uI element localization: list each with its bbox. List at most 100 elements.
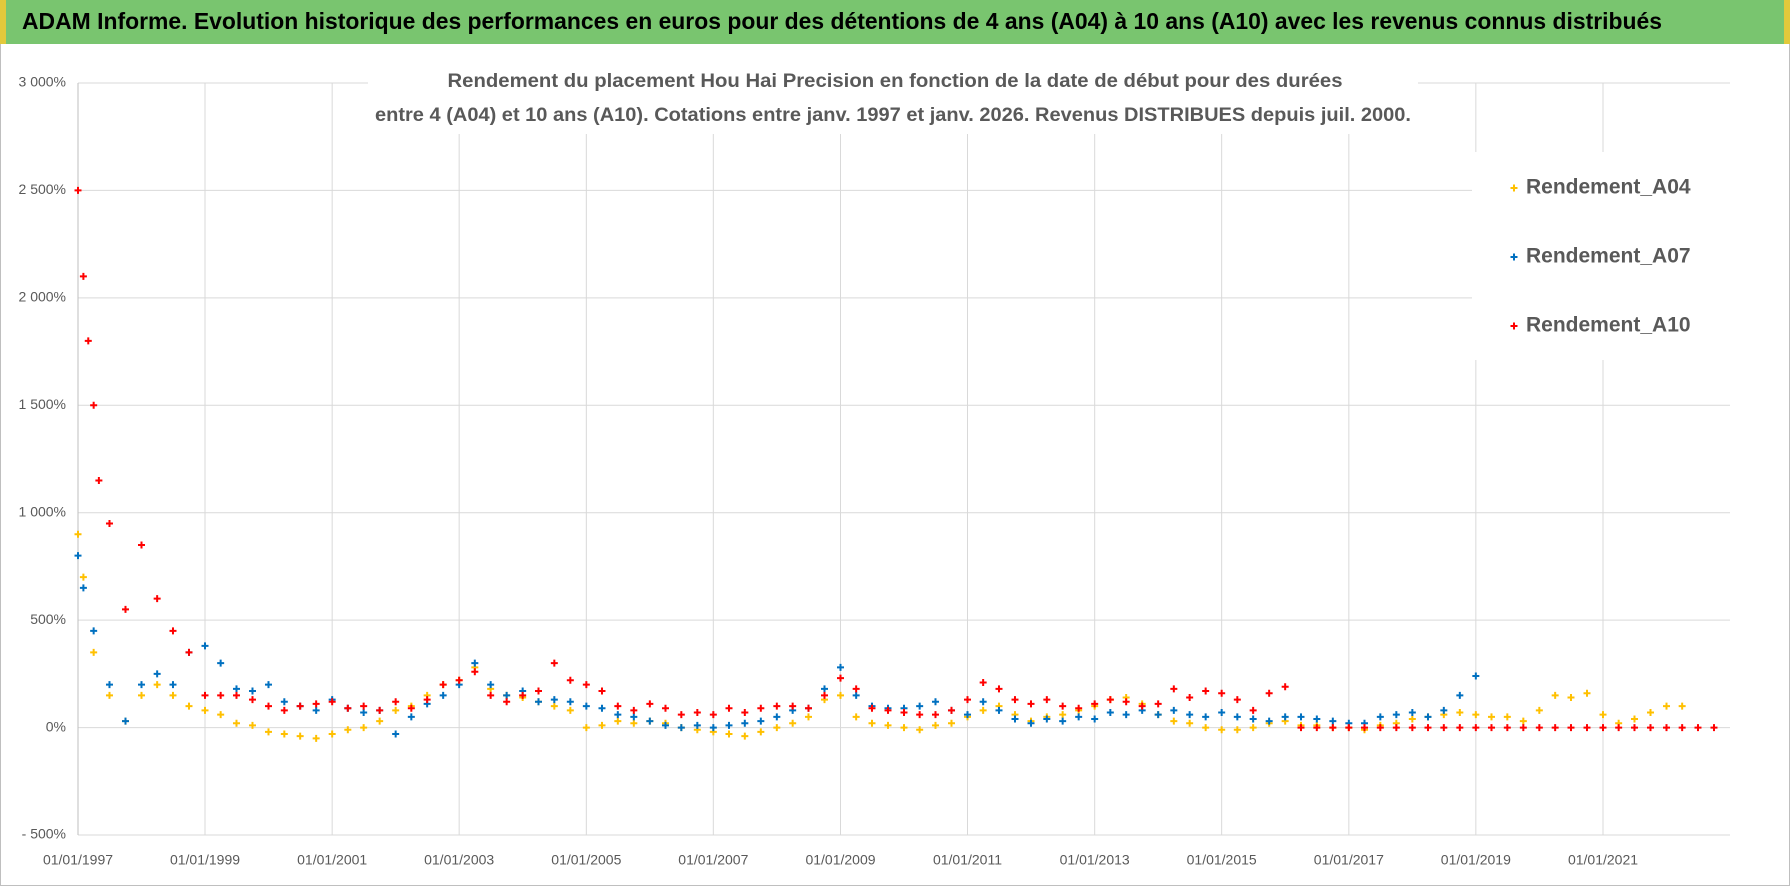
point — [407, 713, 415, 721]
point — [804, 704, 812, 712]
point — [1059, 702, 1067, 710]
point — [1408, 709, 1416, 717]
point — [1043, 715, 1051, 723]
point — [232, 685, 240, 693]
point — [1345, 724, 1353, 732]
point — [264, 728, 272, 736]
point — [852, 685, 860, 693]
point — [598, 704, 606, 712]
point — [217, 711, 225, 719]
point — [1472, 711, 1480, 719]
point — [185, 702, 193, 710]
point — [1647, 709, 1654, 717]
point — [598, 721, 606, 729]
point — [837, 663, 845, 671]
point — [95, 476, 103, 484]
point — [90, 648, 98, 656]
point — [79, 272, 87, 280]
point — [900, 724, 908, 732]
point — [1233, 696, 1241, 704]
point — [312, 706, 320, 714]
point — [1567, 724, 1575, 732]
point — [725, 730, 733, 738]
point — [1027, 700, 1035, 708]
x-tick-label: 01/01/2017 — [1314, 852, 1384, 868]
y-tick-label: 0% — [46, 718, 66, 734]
point — [328, 698, 336, 706]
point — [1360, 724, 1368, 732]
point — [614, 702, 622, 710]
point — [693, 709, 701, 717]
point — [344, 726, 352, 734]
subtitle: entre 4 (A04) et 10 ans (A10). Cotations… — [375, 105, 1411, 126]
y-tick-label: 2 500% — [19, 181, 66, 197]
point — [1202, 724, 1210, 732]
point — [1376, 713, 1384, 721]
point — [725, 721, 733, 729]
point — [1615, 724, 1623, 732]
point — [503, 691, 511, 699]
point — [1678, 724, 1686, 732]
title-bar-edge — [0, 0, 6, 44]
point — [884, 721, 892, 729]
point — [1313, 724, 1321, 732]
point — [1186, 719, 1194, 727]
point — [232, 719, 240, 727]
point — [201, 691, 209, 699]
point — [947, 719, 955, 727]
point — [1091, 700, 1099, 708]
point — [280, 706, 288, 714]
point — [1487, 724, 1495, 732]
point — [598, 687, 606, 695]
point — [931, 711, 939, 719]
point — [328, 730, 336, 738]
point — [392, 730, 400, 738]
point — [979, 678, 987, 686]
point — [1456, 691, 1464, 699]
point — [1170, 706, 1178, 714]
point — [1472, 672, 1480, 680]
point — [74, 186, 82, 194]
point — [392, 698, 400, 706]
point — [1503, 713, 1511, 721]
point — [137, 541, 145, 549]
point — [614, 711, 622, 719]
point — [550, 659, 558, 667]
point — [550, 702, 558, 710]
point — [757, 717, 765, 725]
point — [916, 726, 924, 734]
point — [979, 706, 987, 714]
subtitle-box — [368, 64, 1418, 134]
point — [487, 681, 495, 689]
point — [1519, 717, 1527, 725]
legend-marker — [1510, 184, 1518, 192]
point — [1249, 706, 1257, 714]
point — [963, 711, 971, 719]
point — [1202, 713, 1210, 721]
title-bar-edge — [1784, 0, 1790, 44]
point — [852, 691, 860, 699]
point — [121, 605, 129, 613]
point — [852, 713, 860, 721]
y-tick-label: 2 000% — [19, 289, 66, 305]
point — [280, 730, 288, 738]
point — [1456, 709, 1464, 717]
point — [630, 713, 638, 721]
x-tick-label: 01/01/2009 — [805, 852, 875, 868]
point — [979, 698, 987, 706]
point — [105, 681, 113, 689]
point — [1297, 713, 1305, 721]
subtitle: Rendement du placement Hou Hai Precision… — [448, 71, 1343, 92]
point — [646, 717, 654, 725]
point — [804, 713, 812, 721]
point — [121, 717, 129, 725]
point — [376, 706, 384, 714]
point — [773, 713, 781, 721]
point — [837, 691, 845, 699]
point — [931, 721, 939, 729]
point — [1249, 724, 1257, 732]
point — [1154, 711, 1162, 719]
point — [1392, 711, 1400, 719]
point — [1440, 706, 1448, 714]
